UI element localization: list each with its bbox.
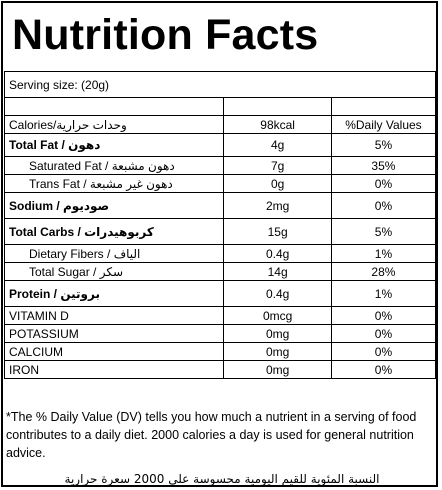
nutrient-dv: 5% xyxy=(330,218,437,245)
header-row: Calories/وحدات حرارية 98kcal %Daily Valu… xyxy=(3,115,437,134)
nutrient-amount: 15g xyxy=(223,218,332,245)
table-row: Total Carbs / كربوهيدرات 15g 5% xyxy=(3,218,437,245)
footnote-arabic: النسبة المئوية للقيم اليومية محسوسة على … xyxy=(64,472,380,486)
nutrient-label: IRON xyxy=(3,360,225,379)
nutrient-dv: 0% xyxy=(330,360,437,379)
nutrient-label: VITAMIN D xyxy=(3,306,225,325)
table-row: Saturated Fat / دهون مشبعة 7g 35% xyxy=(3,156,437,175)
nutrient-label: POTASSIUM xyxy=(3,324,225,343)
nutrient-amount: 4g xyxy=(223,133,332,157)
nutrient-dv: 0% xyxy=(330,174,437,193)
spacer-cell xyxy=(330,97,437,116)
nutrient-dv: 0% xyxy=(330,324,437,343)
table-row: Protein / بروتين 0.4g 1% xyxy=(3,280,437,307)
nutrient-label: CALCIUM xyxy=(3,342,225,361)
calories-label: Calories/وحدات حرارية xyxy=(3,115,225,134)
table-row: IRON 0mg 0% xyxy=(3,360,437,379)
nutrient-amount: 0.4g xyxy=(223,244,332,263)
footnote: *The % Daily Value (DV) tells you how mu… xyxy=(6,410,417,460)
nutrient-dv: 0% xyxy=(330,306,437,325)
nutrient-label: Total Carbs / كربوهيدرات xyxy=(3,218,225,245)
table-row: CALCIUM 0mg 0% xyxy=(3,342,437,361)
nutrient-amount: 0.4g xyxy=(223,280,332,307)
table-row: VITAMIN D 0mcg 0% xyxy=(3,306,437,325)
nutrition-table: Serving size: (20g) Calories/وحدات حراري… xyxy=(3,71,437,379)
nutrient-amount: 7g xyxy=(223,156,332,175)
spacer-row xyxy=(3,97,437,116)
calories-value: 98kcal xyxy=(223,115,332,134)
nutrient-amount: 0mcg xyxy=(223,306,332,325)
serving-size: Serving size: (20g) xyxy=(4,71,436,98)
nutrient-label: Trans Fat / دهون غير مشبعة xyxy=(3,174,225,193)
nutrient-dv: 0% xyxy=(330,342,437,361)
nutrient-label: Total Sugar / سكر xyxy=(3,262,225,281)
table-row: Trans Fat / دهون غير مشبعة 0g 0% xyxy=(3,174,437,193)
nutrient-label: Total Fat / دهون xyxy=(3,133,225,157)
spacer-cell xyxy=(223,97,332,116)
nutrient-dv: 35% xyxy=(330,156,437,175)
table-row: Total Sugar / سكر 14g 28% xyxy=(3,262,437,281)
spacer-cell xyxy=(3,97,225,116)
nutrient-label: Saturated Fat / دهون مشبعة xyxy=(3,156,225,175)
table-row: Sodium / صوديوم 2mg 0% xyxy=(3,192,437,219)
table-row: POTASSIUM 0mg 0% xyxy=(3,324,437,343)
nutrient-label: Sodium / صوديوم xyxy=(3,192,225,219)
nutrient-label: Dietary Fibers / الياف xyxy=(3,244,225,263)
table-row: Total Fat / دهون 4g 5% xyxy=(3,133,437,157)
nutrient-dv: 28% xyxy=(330,262,437,281)
nutrient-amount: 0mg xyxy=(223,324,332,343)
nutrient-dv: 1% xyxy=(330,280,437,307)
nutrient-amount: 2mg xyxy=(223,192,332,219)
nutrient-dv: 5% xyxy=(330,133,437,157)
nutrient-label: Protein / بروتين xyxy=(3,280,225,307)
serving-row: Serving size: (20g) xyxy=(4,71,436,98)
nutrient-dv: 1% xyxy=(330,244,437,263)
nutrient-amount: 0mg xyxy=(223,360,332,379)
table-row: Dietary Fibers / الياف 0.4g 1% xyxy=(3,244,437,263)
nutrient-amount: 0mg xyxy=(223,342,332,361)
nutrient-dv: 0% xyxy=(330,192,437,219)
nutrient-amount: 14g xyxy=(223,262,332,281)
daily-values-header: %Daily Values xyxy=(330,115,437,134)
page-title: Nutrition Facts xyxy=(12,11,319,59)
nutrient-amount: 0g xyxy=(223,174,332,193)
